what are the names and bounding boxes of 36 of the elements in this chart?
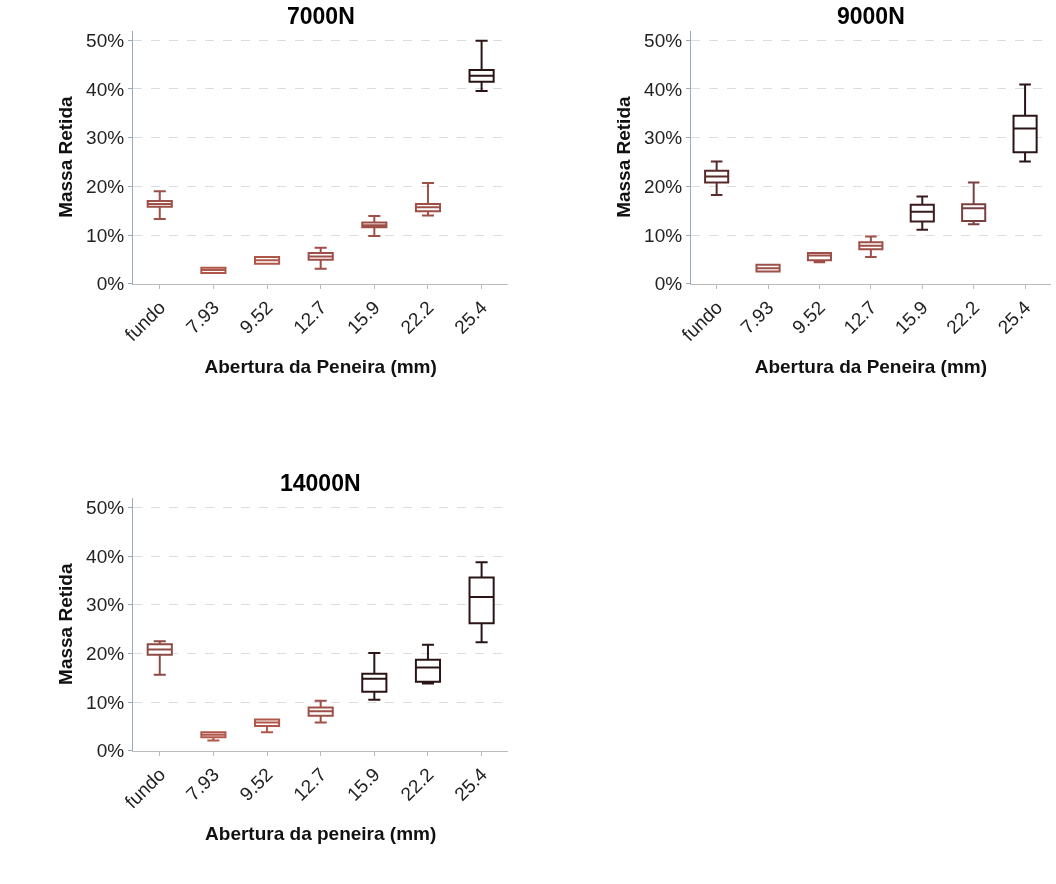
y-axis-title: Massa Retida (612, 95, 634, 218)
y-tick-label: 0% (96, 273, 125, 295)
y-tick-label: 30% (86, 594, 125, 616)
chart-title: 7000N (287, 3, 355, 29)
x-tick-label: 15.9 (342, 296, 384, 338)
y-tick-label: 30% (86, 127, 125, 149)
y-tick-label: 20% (86, 176, 125, 197)
x-tick-label: 15.9 (342, 763, 384, 805)
x-axis-title: Abertura da Peneira (mm) (204, 355, 437, 377)
x-axis-title: Abertura da Peneira (mm) (754, 355, 988, 377)
x-tick-label: 9.52 (235, 763, 277, 805)
y-tick-label: 50% (86, 497, 125, 518)
chart-title: 9000N (837, 3, 905, 29)
y-tick-label: 10% (86, 691, 125, 713)
y-tick-label: 50% (86, 29, 125, 51)
x-tick-label: 7.93 (736, 296, 778, 338)
y-axis-title: Massa Retida (54, 95, 76, 218)
y-tick-label: 0% (96, 740, 125, 762)
x-tick-label: 7.93 (181, 296, 223, 338)
y-tick-label: 40% (644, 78, 683, 100)
y-tick-label: 10% (644, 224, 683, 246)
y-tick-label: 30% (644, 127, 683, 149)
y-tick-label: 10% (86, 224, 125, 246)
x-tick-label: 9.52 (788, 296, 830, 338)
x-tick-label: 9.52 (235, 296, 277, 338)
x-tick-label: 7.93 (181, 763, 223, 805)
y-tick-label: 20% (644, 176, 683, 197)
y-tick-label: 50% (644, 29, 683, 51)
x-axis-title: Abertura da peneira (mm) (205, 823, 437, 845)
y-tick-label: 40% (86, 78, 125, 100)
y-tick-label: 0% (654, 273, 683, 295)
chart-title: 14000N (280, 470, 361, 496)
x-tick-label: 15.9 (890, 296, 932, 338)
y-tick-label: 40% (86, 545, 125, 567)
y-axis-title: Massa Retida (54, 563, 76, 685)
y-tick-label: 20% (86, 643, 125, 665)
